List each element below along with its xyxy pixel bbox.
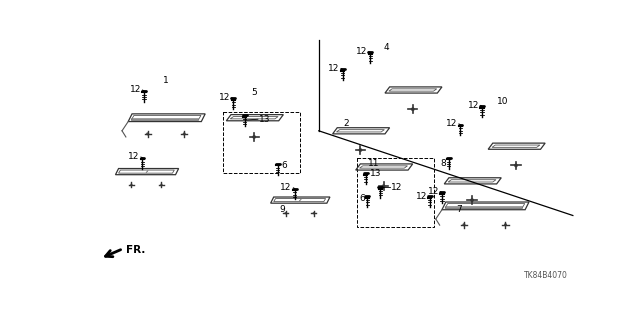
Circle shape bbox=[470, 198, 474, 202]
Circle shape bbox=[381, 184, 385, 188]
Text: 6: 6 bbox=[359, 194, 365, 203]
Text: 2: 2 bbox=[344, 119, 349, 128]
Circle shape bbox=[182, 132, 186, 135]
Circle shape bbox=[131, 184, 132, 186]
Text: 12: 12 bbox=[428, 187, 439, 196]
Text: 10: 10 bbox=[497, 97, 509, 106]
Circle shape bbox=[504, 223, 507, 226]
Text: 12: 12 bbox=[391, 182, 403, 191]
Text: 12: 12 bbox=[328, 64, 340, 73]
Text: 1: 1 bbox=[163, 76, 168, 85]
Text: 4: 4 bbox=[384, 43, 389, 52]
Text: 12: 12 bbox=[128, 153, 140, 162]
Text: 5: 5 bbox=[252, 88, 257, 97]
Text: 6: 6 bbox=[281, 161, 287, 170]
Text: 8: 8 bbox=[440, 159, 446, 168]
Text: 9: 9 bbox=[279, 205, 285, 214]
Circle shape bbox=[514, 164, 518, 167]
Circle shape bbox=[284, 212, 287, 214]
Text: 11: 11 bbox=[369, 159, 380, 168]
Text: TK84B4070: TK84B4070 bbox=[524, 271, 568, 280]
Text: 12: 12 bbox=[356, 47, 367, 56]
Circle shape bbox=[462, 223, 465, 226]
Circle shape bbox=[146, 132, 149, 135]
Text: 13: 13 bbox=[259, 115, 270, 124]
Text: 12: 12 bbox=[468, 101, 479, 110]
Text: 12: 12 bbox=[219, 93, 230, 102]
Text: 13: 13 bbox=[371, 169, 382, 178]
Text: 12: 12 bbox=[446, 119, 458, 128]
Circle shape bbox=[312, 212, 315, 214]
Circle shape bbox=[252, 135, 256, 139]
Text: FR.: FR. bbox=[126, 245, 146, 255]
Circle shape bbox=[358, 148, 362, 152]
Bar bbox=[223, 112, 300, 173]
Text: 12: 12 bbox=[416, 192, 428, 201]
Text: 12: 12 bbox=[280, 183, 292, 192]
Circle shape bbox=[160, 184, 163, 186]
Bar bbox=[357, 158, 435, 227]
Text: 12: 12 bbox=[129, 85, 141, 94]
Text: 7: 7 bbox=[456, 205, 462, 214]
Circle shape bbox=[411, 107, 415, 111]
